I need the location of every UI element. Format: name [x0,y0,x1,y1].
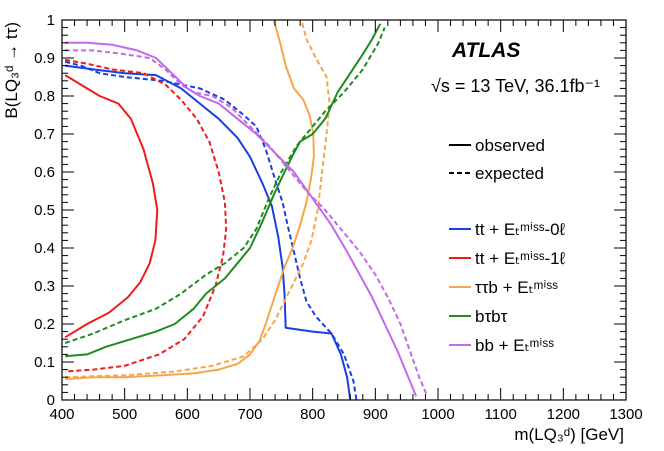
energy-lumi-label: √s = 13 TeV, 36.1fb⁻¹ [431,76,600,96]
series-3-expected-line [64,27,386,344]
series-2-observed-line [65,20,315,381]
series-legend-label: bτbτ [475,307,508,326]
x-axis-title: m(LQ₃ᵈ) [GeV] [514,425,624,444]
tick-marks [61,19,627,401]
series-0-expected-line [64,60,358,400]
y-tick-label: 0.8 [34,88,55,105]
x-tick-label: 1100 [485,406,517,423]
series-1-observed-line [64,74,159,339]
y-tick-label: 0.2 [34,316,55,333]
y-tick-label: 0.1 [34,354,55,371]
y-axis-title: B(LQ₃ᵈ → tτ) [2,22,21,119]
series-1-expected-line [64,58,228,373]
y-tick-labels: 0 0.1 0.2 0.3 0.4 0.5 0.6 0.7 0.8 0.9 1 [34,12,55,409]
y-tick-label: 0.7 [34,126,55,143]
series-legend-label: bb + Eₜᵐⁱˢˢ [475,336,554,355]
series-legend-label: tt + Eₜᵐⁱˢˢ-0ℓ [475,220,566,239]
y-tick-label: 0.4 [34,240,55,257]
y-tick-label: 0.9 [34,50,55,67]
y-tick-label: 0.6 [34,164,55,181]
series-4-observed-line [65,41,418,397]
x-tick-label: 700 [237,406,262,423]
series-legend-label: ττb + Eₜᵐⁱˢˢ [475,278,558,297]
series-3-observed-line [65,23,382,358]
x-tick-label: 500 [112,406,137,423]
series-0-observed-line [64,64,352,400]
x-tick-label: 800 [300,406,325,423]
x-tick-label: 1300 [609,406,642,423]
curves-layer [64,20,429,400]
x-tick-label: 1000 [421,406,454,423]
x-tick-label: 400 [49,406,74,423]
style-legend-label: expected [475,164,544,183]
series-legend: tt + Eₜᵐⁱˢˢ-0ℓ tt + Eₜᵐⁱˢˢ-1ℓ ττb + Eₜᵐⁱˢˢ… [449,220,566,355]
series-legend-label: tt + Eₜᵐⁱˢˢ-1ℓ [475,249,566,268]
experiment-label: ATLAS [451,39,520,62]
y-tick-label: 0.3 [34,278,55,295]
series-4-expected-line [65,49,429,397]
y-tick-label: 1 [47,12,55,29]
x-tick-labels: 400 500 600 700 800 900 1000 1100 1200 1300 [49,406,642,423]
x-tick-label: 900 [363,406,388,423]
y-tick-label: 0.5 [34,202,55,219]
style-legend: observed expected [449,136,545,183]
series-2-expected-line [65,20,331,379]
style-legend-label: observed [475,136,545,155]
x-tick-label: 1200 [547,406,580,423]
y-tick-label: 0 [47,392,55,409]
x-tick-label: 600 [175,406,200,423]
